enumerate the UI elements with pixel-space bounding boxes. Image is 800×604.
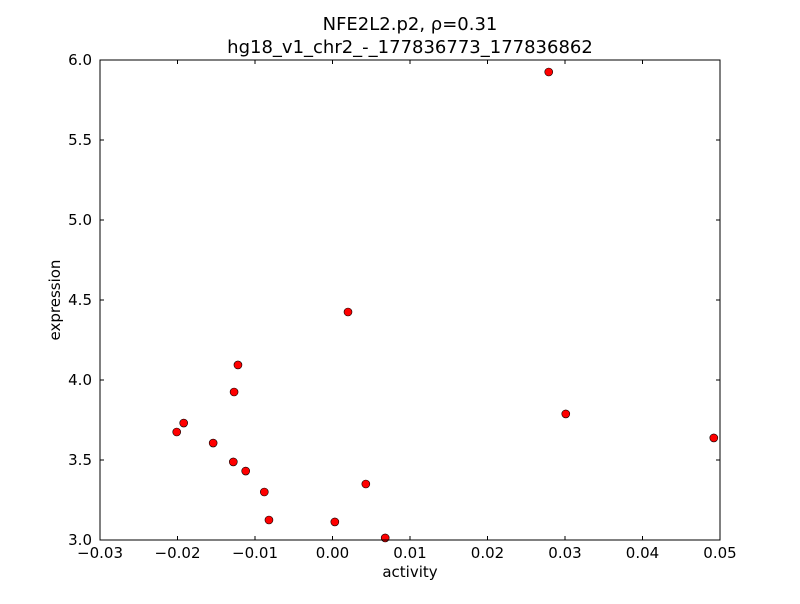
y-tick-label: 4.5 [68, 291, 92, 309]
x-axis-ticks: −0.03 −0.02 −0.01 0.00 0.01 0.02 0.03 0.04 0.05 [77, 60, 737, 562]
data-point [241, 466, 250, 476]
y-tick-label: 5.0 [68, 211, 92, 229]
y-tick-label: 3.0 [68, 531, 92, 549]
data-point [208, 438, 218, 448]
chart-title-line1: NFE2L2.p2, ρ=0.31 [323, 14, 498, 35]
data-point [264, 515, 274, 525]
chart-title-line2: hg18_v1_chr2_-_177836773_177836862 [227, 37, 593, 58]
y-tick-label: 3.5 [68, 451, 92, 469]
x-tick-label: −0.01 [232, 544, 278, 562]
data-point [179, 418, 188, 428]
data-point [330, 517, 340, 527]
x-tick-label: −0.03 [77, 544, 123, 562]
data-point [229, 387, 239, 397]
data-point [229, 457, 238, 467]
x-tick-label: 0.03 [548, 544, 581, 562]
data-point [361, 479, 371, 489]
y-tick-label: 4.0 [68, 371, 92, 389]
y-axis-ticks: 3.0 3.5 4.0 4.5 5.0 5.5 6.0 [68, 51, 720, 549]
x-tick-label: 0.00 [316, 544, 349, 562]
data-point [172, 427, 182, 437]
data-point [544, 67, 554, 77]
data-point [259, 487, 269, 497]
data-point [343, 307, 353, 317]
data-point [233, 360, 243, 370]
x-tick-label: 0.01 [393, 544, 426, 562]
x-tick-label: −0.02 [155, 544, 201, 562]
data-points [172, 67, 719, 543]
data-point [380, 533, 390, 543]
y-axis-label: expression [46, 260, 64, 341]
x-tick-label: 0.02 [471, 544, 504, 562]
x-tick-label: 0.04 [626, 544, 659, 562]
data-point [561, 409, 571, 419]
x-tick-label: 0.05 [703, 544, 736, 562]
y-tick-label: 5.5 [68, 131, 92, 149]
x-axis-label: activity [382, 563, 437, 581]
data-point [709, 433, 719, 443]
y-tick-label: 6.0 [68, 51, 92, 69]
